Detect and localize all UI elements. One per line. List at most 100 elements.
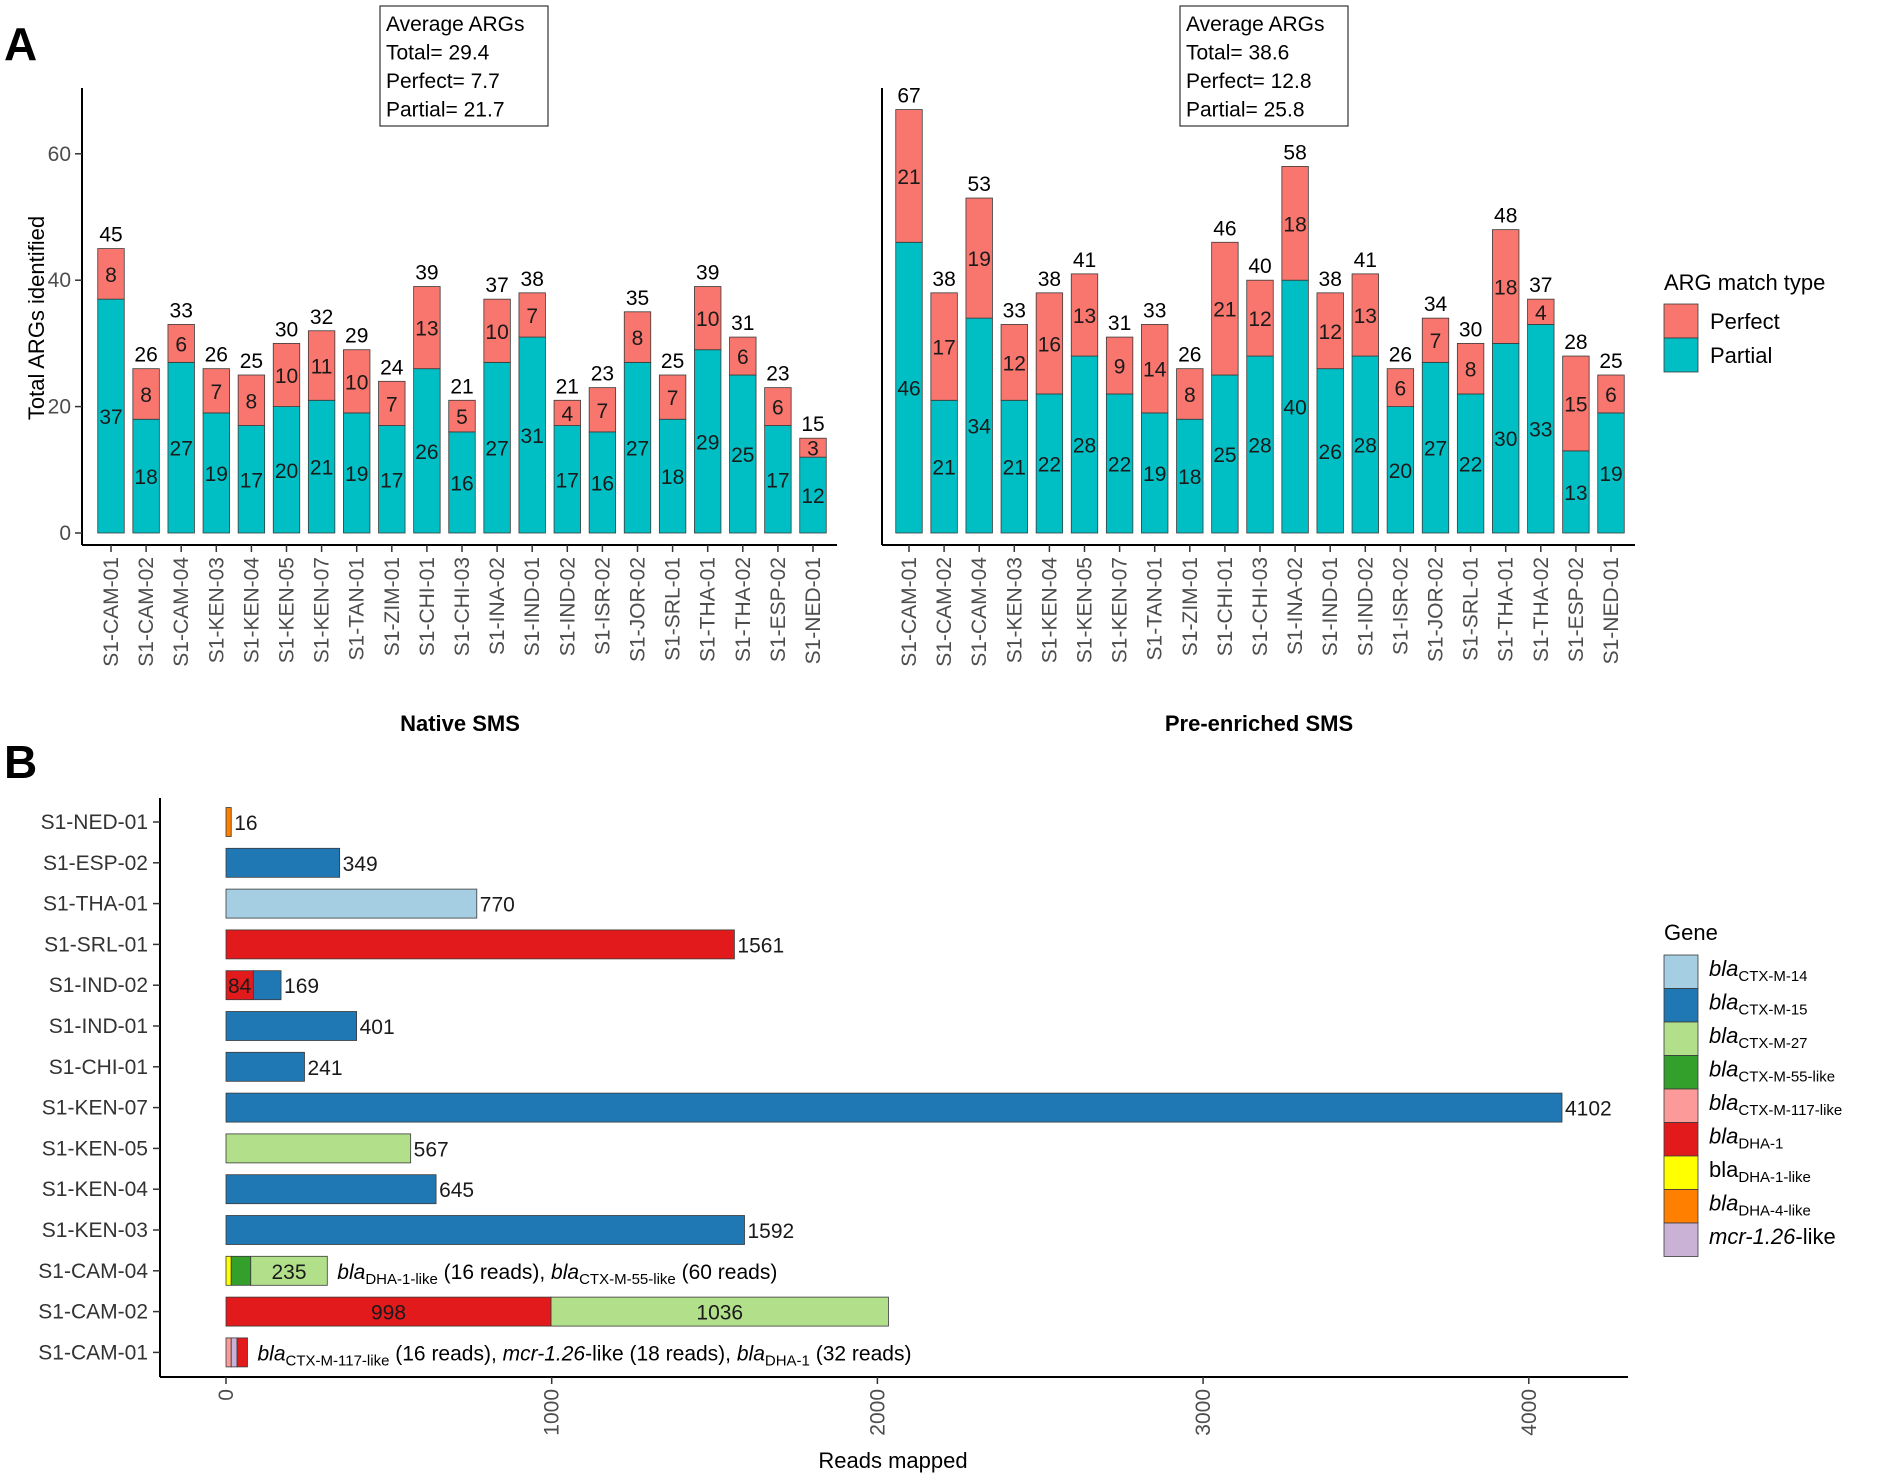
- x-tick-label: 1000: [541, 1389, 564, 1436]
- legend-title-match-type: ARG match type: [1664, 270, 1825, 295]
- y-tick-label: S1-SRL-01: [44, 933, 148, 956]
- end-value-label: 169: [284, 975, 319, 998]
- bar-segment-perfect: [343, 349, 371, 414]
- x-tick-label: S1-THA-01: [1495, 557, 1518, 662]
- total-value-label: 53: [968, 173, 991, 196]
- bar-segment-perfect: [553, 399, 581, 426]
- row-s1-ken-03: S1-KEN-03 1592: [42, 1215, 794, 1245]
- panel-a-y-axis-title: Total ARGs identified: [24, 216, 49, 420]
- bar-segment-partial: [1105, 393, 1134, 534]
- facet-title: Native SMS: [400, 711, 520, 736]
- average-args-line: Average ARGs: [1186, 13, 1325, 36]
- x-tick-label: S1-ZIM-01: [381, 557, 404, 656]
- total-value-label: 58: [1283, 141, 1306, 164]
- y-tick-label: S1-NED-01: [41, 811, 148, 834]
- bar-segment-ctx-m-14: [225, 888, 478, 919]
- legend-swatch: [1663, 988, 1699, 1023]
- bar-segment-partial: [1070, 355, 1099, 534]
- perfect-value-label: 9: [1114, 356, 1126, 379]
- perfect-value-label: 7: [526, 305, 538, 328]
- legend-label: blaCTX-M-14: [1709, 956, 1808, 985]
- bar-segment-partial: [1597, 412, 1625, 534]
- row-s1-ken-05: S1-KEN-05 567: [42, 1133, 449, 1164]
- bar-s1-ken-04: 17 8 25 S1-KEN-04: [237, 350, 266, 664]
- partial-value-label: 12: [801, 485, 824, 508]
- x-tick-label: S1-CHI-01: [416, 557, 439, 656]
- bar-s1-ina-02: 40 18 58 S1-INA-02: [1281, 141, 1309, 655]
- x-tick-label: 0: [215, 1389, 238, 1401]
- legend-swatch: [1663, 1021, 1699, 1056]
- x-tick-label: S1-IND-01: [521, 557, 544, 656]
- bar-s1-ken-05: 28 13 41 S1-KEN-05: [1070, 249, 1099, 663]
- perfect-value-label: 10: [345, 371, 368, 394]
- total-value-label: 35: [626, 287, 649, 310]
- bar-segment-partial: [272, 406, 301, 534]
- bar-s1-tha-02: 25 6 31 S1-THA-02: [729, 312, 757, 662]
- bar-s1-zim-01: 17 7 24 S1-ZIM-01: [378, 356, 406, 656]
- x-tick-label: S1-CAM-02: [135, 557, 158, 667]
- bar-segment-perfect: [799, 437, 827, 458]
- total-value-label: 25: [661, 350, 684, 373]
- average-args-box: Average ARGs Total= 29.4 Perfect= 7.7 Parti…: [379, 5, 549, 127]
- total-value-label: 41: [1354, 249, 1377, 272]
- x-tick-label: S1-JOR-02: [1425, 557, 1448, 662]
- legend-swatch: [1663, 1122, 1699, 1157]
- bar-segment-perfect: [1176, 368, 1204, 420]
- perfect-value-label: 13: [415, 318, 438, 341]
- y-tick-label: S1-KEN-03: [42, 1219, 148, 1242]
- legend-label: blaDHA-1-like: [1709, 1157, 1811, 1186]
- bar-s1-tha-02: 33 4 37 S1-THA-02: [1527, 274, 1555, 662]
- bar-segment-perfect: [448, 399, 476, 433]
- legend-item-ctx-m-15: blaCTX-M-15: [1663, 988, 1808, 1023]
- y-tick-label: S1-ESP-02: [43, 852, 148, 875]
- perfect-value-label: 10: [275, 365, 298, 388]
- end-value-label: 645: [439, 1179, 474, 1202]
- row-s1-cam-01: S1-CAM-01 blaCTX-M-117-like (16 reads), m…: [38, 1337, 911, 1369]
- partial-value-label: 19: [1599, 463, 1622, 486]
- x-tick-label: S1-CAM-04: [968, 557, 991, 667]
- bar-s1-tan-01: 19 14 33 S1-TAN-01: [1141, 299, 1169, 660]
- segment-value-label: 84: [228, 975, 252, 998]
- average-args-line: Partial= 21.7: [386, 99, 505, 122]
- total-value-label: 40: [1248, 255, 1271, 278]
- average-args-line: Average ARGs: [386, 13, 525, 36]
- partial-value-label: 46: [897, 378, 920, 401]
- x-tick-label: S1-CAM-04: [170, 557, 193, 667]
- partial-value-label: 26: [415, 441, 438, 464]
- bar-segment-partial: [1316, 368, 1344, 534]
- legend-swatch: [1663, 337, 1699, 373]
- bar-segment-dha-1: [225, 1296, 552, 1327]
- bar-s1-cam-01: 37 8 45 S1-CAM-01: [97, 224, 125, 667]
- bar-s1-chi-03: 16 5 21 S1-CHI-03: [448, 375, 476, 656]
- x-tick-label: S1-KEN-04: [240, 557, 263, 664]
- bar-segment-perfect: [237, 374, 266, 426]
- facet-pre-enriched-sms: 462167S1-CAM-01211738S1-CAM-02341953S1-C…: [881, 5, 1635, 736]
- end-value-label: 4102: [1565, 1098, 1612, 1121]
- bar-segment-perfect: [1597, 374, 1625, 414]
- partial-value-label: 34: [968, 416, 992, 439]
- perfect-value-label: 13: [1354, 305, 1377, 328]
- legend-item-perfect: Perfect: [1663, 303, 1780, 339]
- y-tick-label: 0: [59, 522, 71, 545]
- end-value-label: 770: [480, 894, 515, 917]
- partial-value-label: 25: [1213, 444, 1236, 467]
- partial-value-label: 16: [450, 472, 473, 495]
- bar-segment-partial: [343, 412, 371, 534]
- total-value-label: 37: [1529, 274, 1552, 297]
- legend-label: blaCTX-M-15: [1709, 990, 1808, 1019]
- perfect-value-label: 3: [807, 438, 819, 461]
- partial-value-label: 28: [1073, 435, 1096, 458]
- bar-segment-perfect: [97, 248, 125, 300]
- partial-value-label: 37: [99, 406, 122, 429]
- bar-segment-partial: [307, 399, 336, 534]
- x-tick-label: S1-CAM-02: [933, 557, 956, 667]
- bar-segment-perfect: [1141, 324, 1169, 414]
- partial-value-label: 40: [1283, 397, 1306, 420]
- bar-segment-ctx-m-15: [225, 1011, 358, 1041]
- y-tick-label: S1-THA-01: [43, 893, 148, 916]
- partial-value-label: 30: [1494, 428, 1517, 451]
- bar-segment-ctx-m-117-like: [225, 1337, 232, 1368]
- bar-segment-perfect: [930, 292, 958, 401]
- perfect-value-label: 18: [1283, 213, 1306, 236]
